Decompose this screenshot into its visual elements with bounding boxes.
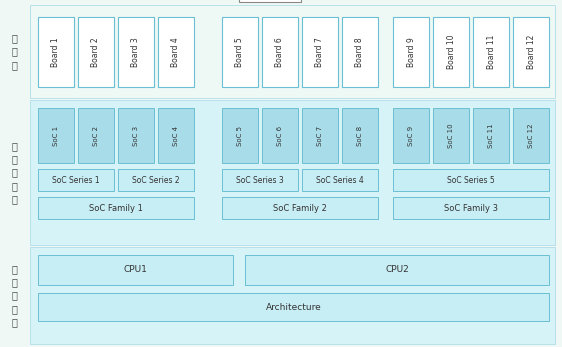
Bar	[78, 17, 114, 87]
Bar	[262, 108, 298, 163]
Text: Board 9: Board 9	[406, 37, 415, 67]
Text: SoC 4: SoC 4	[173, 126, 179, 145]
Bar	[30, 5, 555, 98]
Bar	[118, 169, 194, 191]
Text: SoC 6: SoC 6	[277, 125, 283, 145]
Text: SoC Series 2: SoC Series 2	[132, 176, 180, 185]
Text: SoC 8: SoC 8	[357, 125, 363, 145]
Bar	[222, 197, 378, 219]
Text: SoC 3: SoC 3	[133, 125, 139, 145]
Bar	[78, 108, 114, 163]
Text: Board 12: Board 12	[527, 35, 536, 69]
Text: Board 6: Board 6	[275, 37, 284, 67]
Bar	[302, 108, 338, 163]
Bar	[118, 17, 154, 87]
Text: SoC 2: SoC 2	[93, 126, 99, 145]
Bar	[393, 17, 429, 87]
Bar	[302, 169, 378, 191]
Bar	[222, 108, 258, 163]
Text: SoC Series 5: SoC Series 5	[447, 176, 495, 185]
Bar	[38, 255, 233, 285]
Text: 单
板
层: 单 板 层	[11, 33, 17, 70]
Text: 片
上
系
统
层: 片 上 系 统 层	[11, 141, 17, 204]
Bar	[118, 108, 154, 163]
Bar	[38, 197, 194, 219]
Text: Board 4: Board 4	[171, 37, 180, 67]
Text: SoC Series 4: SoC Series 4	[316, 176, 364, 185]
Text: SoC 7: SoC 7	[317, 125, 323, 145]
Bar	[38, 293, 549, 321]
Text: Board 3: Board 3	[132, 37, 140, 67]
Bar	[245, 255, 549, 285]
Text: Board 7: Board 7	[315, 37, 324, 67]
Bar	[513, 17, 549, 87]
Bar	[222, 169, 298, 191]
Text: SoC Family 2: SoC Family 2	[273, 203, 327, 212]
Bar	[433, 108, 469, 163]
Text: SoC 1: SoC 1	[53, 125, 59, 145]
Bar	[393, 197, 549, 219]
Text: Board 11: Board 11	[487, 35, 496, 69]
Text: SoC Family 1: SoC Family 1	[89, 203, 143, 212]
Text: Board 2: Board 2	[92, 37, 101, 67]
Bar	[158, 17, 194, 87]
Bar	[513, 108, 549, 163]
Bar	[30, 100, 555, 245]
Text: Board 10: Board 10	[446, 35, 455, 69]
Text: CPU2: CPU2	[385, 265, 409, 274]
Bar	[38, 17, 74, 87]
Text: SoC Series 1: SoC Series 1	[52, 176, 100, 185]
Bar	[38, 169, 114, 191]
Bar	[393, 108, 429, 163]
Bar	[302, 17, 338, 87]
Text: Board 1: Board 1	[52, 37, 61, 67]
Bar	[473, 17, 509, 87]
Text: SoC 5: SoC 5	[237, 126, 243, 145]
Bar	[30, 247, 555, 344]
Text: SoC 10: SoC 10	[448, 123, 454, 148]
Text: Board 5: Board 5	[235, 37, 244, 67]
Text: SoC 9: SoC 9	[408, 125, 414, 145]
Bar	[158, 108, 194, 163]
Bar	[222, 17, 258, 87]
Bar	[342, 17, 378, 87]
Text: Architecture: Architecture	[266, 303, 321, 312]
Bar	[262, 17, 298, 87]
Text: 芯
片
架
构
层: 芯 片 架 构 层	[11, 264, 17, 327]
Text: CPU1: CPU1	[124, 265, 147, 274]
Text: SoC Family 3: SoC Family 3	[444, 203, 498, 212]
Bar	[342, 108, 378, 163]
Bar	[239, 0, 301, 2]
Text: SoC 12: SoC 12	[528, 123, 534, 148]
Text: SoC 11: SoC 11	[488, 123, 494, 148]
Text: Board 8: Board 8	[356, 37, 365, 67]
Bar	[38, 108, 74, 163]
Bar	[393, 169, 549, 191]
Text: SoC Series 3: SoC Series 3	[236, 176, 284, 185]
Bar	[473, 108, 509, 163]
Bar	[433, 17, 469, 87]
